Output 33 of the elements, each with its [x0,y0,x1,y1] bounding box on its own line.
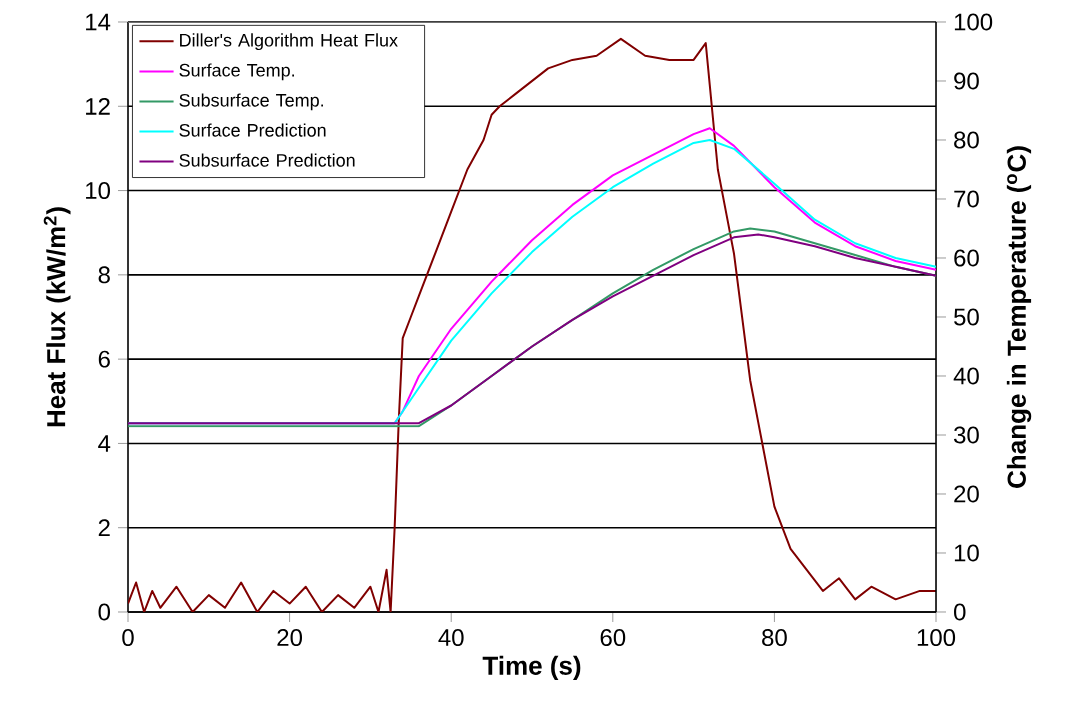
y-tick-label: 6 [98,350,110,368]
x-axis-title: Time (s) [482,655,581,681]
x-tick-label: 0 [122,629,134,647]
y-tick-label: 12 [86,97,110,115]
legend-label: Diller's Algorithm Heat Flux [180,33,398,51]
y-tick-label: 0 [98,603,111,621]
y2-tick-label: 0 [954,603,966,621]
y2-axis-title: Change in Temperature ($^{o}$C) [1006,146,1032,488]
y2-tick-label: 90 [954,72,979,90]
x-tick-label: 20 [277,629,303,647]
y2-tick-label: 10 [954,544,979,562]
legend-label: Surface Temp. [179,63,294,81]
y-tick-label: 10 [86,182,110,200]
legend-label: Surface Prediction [179,123,326,137]
y-axis-title: Heat Flux (kW/m$^{2}$) [43,207,71,427]
x-tick-label: 80 [762,629,787,647]
x-tick-label: 40 [438,629,464,647]
y-tick-label: 8 [98,266,110,284]
legend-label: Subsurface Prediction [179,153,355,167]
y-tick-label: 2 [98,519,110,537]
x-tick-label: 100 [917,629,956,647]
y2-tick-label: 30 [953,426,979,444]
y2-tick-label: 20 [954,485,979,503]
y2-tick-label: 70 [954,190,979,208]
y2-tick-label: 50 [954,308,979,326]
y-tick-label: 14 [86,13,111,31]
y2-tick-label: 100 [954,13,993,31]
y-tick-label: 4 [98,435,111,452]
legend-label: Subsurface Temp. [179,93,324,111]
y2-tick-label: 60 [954,249,979,267]
x-tick-label: 60 [600,629,626,647]
y2-tick-label: 40 [953,367,979,385]
y2-tick-label: 80 [954,131,979,149]
